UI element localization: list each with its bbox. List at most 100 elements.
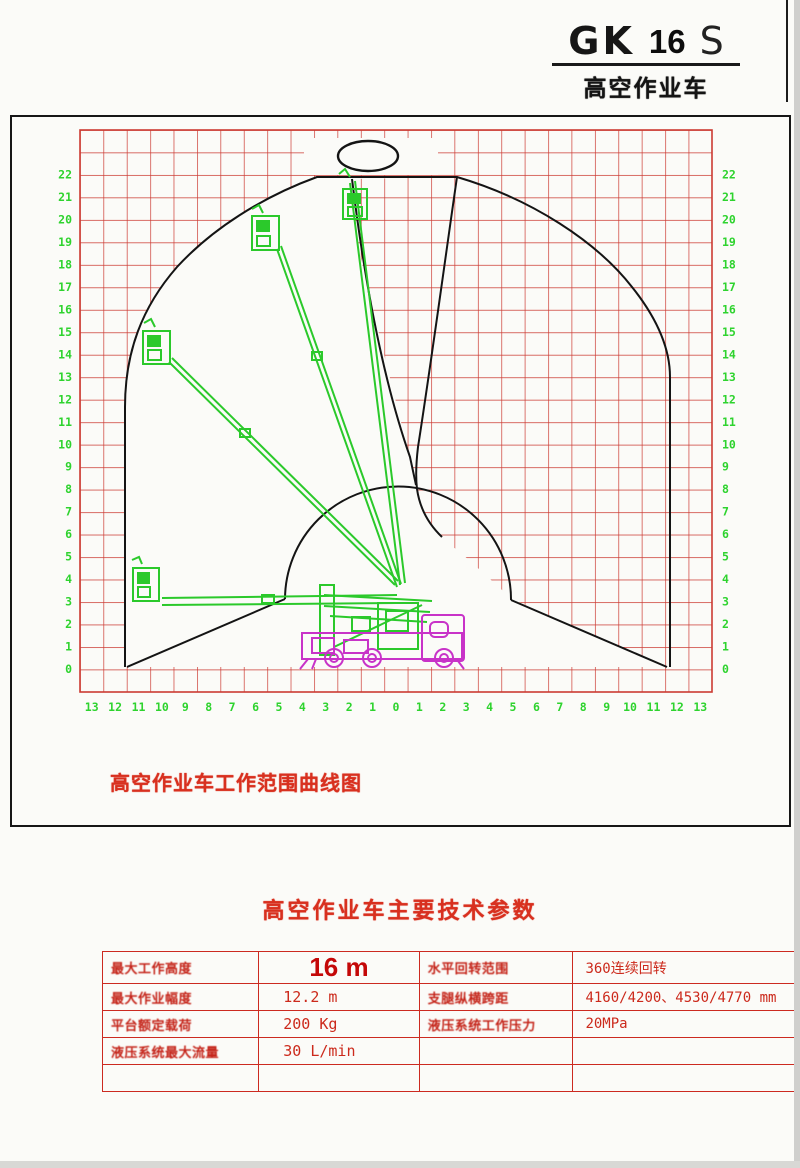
axis-tick-label: 10 <box>722 437 736 451</box>
param-value: 20MPa <box>572 1010 800 1038</box>
param-value <box>572 1037 800 1065</box>
axis-tick-label: 10 <box>623 700 637 714</box>
axis-tick-label: 19 <box>722 235 736 249</box>
boom-tip-hook <box>251 203 264 214</box>
axis-tick-label: 1 <box>416 700 423 714</box>
param-label: 平台额定载荷 <box>101 1010 260 1038</box>
axis-tick-label: 16 <box>722 302 736 316</box>
axis-tick-label: 21 <box>58 190 72 204</box>
axis-tick-label: 15 <box>58 325 72 339</box>
axis-tick-label: 10 <box>58 437 72 451</box>
param-label: 液压系统最大流量 <box>101 1037 260 1065</box>
axis-tick-label: 17 <box>58 280 72 294</box>
param-value: 16 m <box>258 951 420 984</box>
logo-divider <box>552 63 740 66</box>
axis-tick-label: 2 <box>65 617 72 631</box>
param-label: 最大作业幅度 <box>101 983 260 1011</box>
param-value: 30 L/min <box>258 1037 420 1065</box>
axis-tick-label: 9 <box>65 460 72 474</box>
param-label: 最大工作高度 <box>101 951 260 984</box>
axis-tick-label: 1 <box>369 700 376 714</box>
boom-position-45deg <box>251 203 402 588</box>
axis-tick-label: 13 <box>722 370 736 384</box>
axis-tick-label: 6 <box>65 527 72 541</box>
axis-tick-label: 6 <box>252 700 259 714</box>
truck-wheel <box>434 648 454 668</box>
axis-tick-label: 7 <box>65 505 72 519</box>
axis-tick-label: 18 <box>722 257 736 271</box>
axis-tick-label: 13 <box>693 700 707 714</box>
axis-tick-label: 21 <box>722 190 736 204</box>
axis-tick-label: 11 <box>132 700 146 714</box>
boom-position-low <box>142 317 399 586</box>
boom-tip-hook <box>143 317 156 328</box>
axis-tick-label: 7 <box>229 700 236 714</box>
axis-tick-label: 12 <box>670 700 684 714</box>
axis-tick-label: 22 <box>722 168 736 182</box>
page-edge-bottom <box>0 1161 800 1168</box>
axis-tick-label: 11 <box>58 415 72 429</box>
axis-tick-label: 14 <box>58 347 72 361</box>
model-name: GK 16 S <box>552 12 740 60</box>
axis-tick-label: 12 <box>108 700 122 714</box>
outer-boundary <box>124 176 671 667</box>
boom-position-vertical <box>338 167 406 586</box>
axis-tick-label: 9 <box>603 700 610 714</box>
param-label <box>101 1064 260 1092</box>
param-value <box>258 1064 420 1092</box>
model-number: 16 <box>648 23 686 61</box>
axis-tick-label: 9 <box>722 460 729 474</box>
axis-tick-label: 4 <box>299 700 306 714</box>
axis-tick-label: 9 <box>182 700 189 714</box>
axis-tick-label: 15 <box>722 325 736 339</box>
axis-tick-label: 4 <box>722 572 729 586</box>
page-edge-right <box>794 0 800 1168</box>
axis-tick-label: 17 <box>722 280 736 294</box>
param-value: 200 Kg <box>258 1010 420 1038</box>
turret-clearance-arc <box>284 485 513 601</box>
axis-tick-label: 19 <box>58 235 72 249</box>
axis-tick-label: 6 <box>533 700 540 714</box>
axis-tick-label: 5 <box>65 550 72 564</box>
axis-tick-label: 7 <box>556 700 563 714</box>
axis-tick-label: 2 <box>346 700 353 714</box>
truck <box>299 614 465 670</box>
table-row: 最大工作高度 16 m 水平回转范围 360连续回转 <box>101 951 800 984</box>
axis-tick-label: 18 <box>58 257 72 271</box>
axis-tick-label: 4 <box>65 572 72 586</box>
param-value <box>572 1064 800 1092</box>
truck-outrigger <box>299 658 465 670</box>
axis-tick-label: 8 <box>722 482 729 496</box>
axis-tick-label: 14 <box>722 347 736 361</box>
axis-tick-label: 8 <box>205 700 212 714</box>
axis-tick-label: 5 <box>722 550 729 564</box>
header-edge-line <box>786 0 788 102</box>
param-label: 支腿纵横跨距 <box>418 983 574 1011</box>
axis-tick-label: 13 <box>85 700 99 714</box>
left-ground-diagonal <box>126 598 286 668</box>
param-label <box>418 1037 574 1065</box>
truck-chassis <box>301 632 463 660</box>
param-label: 液压系统工作压力 <box>418 1010 574 1038</box>
table-row: 最大作业幅度 12.2 m 支腿纵横跨距 4160/4200、4530/4770 mm <box>101 983 800 1011</box>
axis-tick-label: 6 <box>722 527 729 541</box>
envelope-outline <box>124 176 671 668</box>
axis-tick-label: 22 <box>58 168 72 182</box>
axis-tick-label: 8 <box>65 482 72 496</box>
axis-tick-label: 16 <box>58 302 72 316</box>
axis-tick-label: 1 <box>65 640 72 654</box>
diagram-caption: 高空作业车工作范围曲线图 <box>110 773 362 795</box>
logo-subtitle: 高空作业车 <box>583 75 709 101</box>
inner-right-boundary <box>415 176 458 538</box>
param-label: 水平回转范围 <box>418 951 574 984</box>
platform-basket-low <box>142 330 171 365</box>
axis-tick-label: 10 <box>155 700 169 714</box>
axis-tick-label: 0 <box>65 662 72 676</box>
axis-tick-label: 11 <box>722 415 736 429</box>
grid-wedge <box>352 177 457 479</box>
axis-tick-label: 7 <box>722 505 729 519</box>
boom-positions <box>131 167 433 656</box>
